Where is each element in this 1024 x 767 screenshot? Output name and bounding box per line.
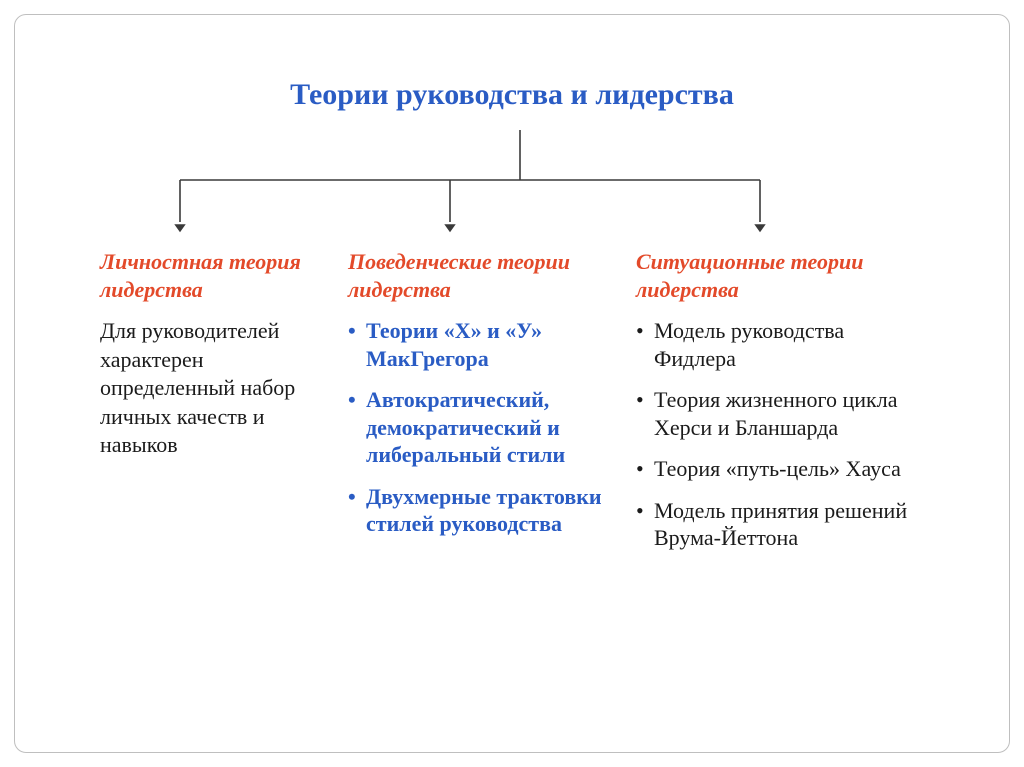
main-title: Теории руководства и лидерства [0, 78, 1024, 112]
list-item: Автократический, демократический и либер… [348, 386, 608, 469]
tree-connector [120, 130, 820, 240]
bullet-list: Теории «Х» и «У» МакГрегора Автократичес… [348, 317, 608, 538]
column-heading: Поведенческие теории лидерства [348, 248, 608, 303]
column-description: Для руководителей характерен определенны… [100, 317, 320, 460]
bullet-list: Модель руководства Фидлера Теория жизнен… [636, 317, 924, 552]
list-item: Модель руководства Фидлера [636, 317, 924, 372]
column-heading: Личностная теория лидерства [100, 248, 320, 303]
column-heading: Ситуационные теории лидерства [636, 248, 924, 303]
list-item: Теория «путь-цель» Хауса [636, 455, 924, 483]
list-item: Модель принятия решений Врума-Йеттона [636, 497, 924, 552]
list-item: Двухмерные трактовки стилей руководства [348, 483, 608, 538]
column-behavioral: Поведенческие теории лидерства Теории «Х… [348, 248, 608, 566]
column-situational: Ситуационные теории лидерства Модель рук… [636, 248, 924, 566]
columns-container: Личностная теория лидерства Для руководи… [100, 248, 924, 566]
column-personal: Личностная теория лидерства Для руководи… [100, 248, 320, 566]
list-item: Теория жизненного цикла Херси и Бланшард… [636, 386, 924, 441]
list-item: Теории «Х» и «У» МакГрегора [348, 317, 608, 372]
